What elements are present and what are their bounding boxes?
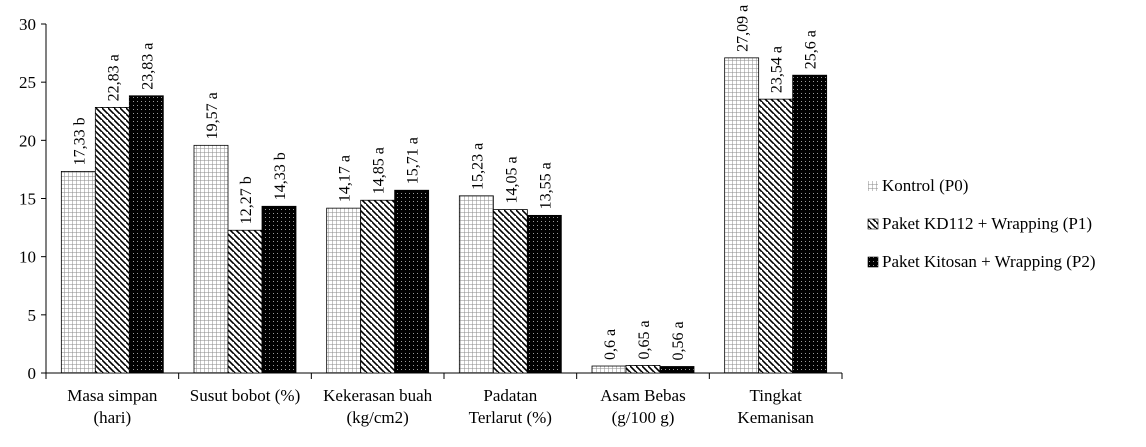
- data-labels: 17,33 b 22,83 a 23,83 a 19,57 a 12,27 b 14,33…: [71, 5, 819, 361]
- data-label: 22,83 a: [105, 54, 122, 101]
- data-label: 14,17 a: [337, 155, 354, 202]
- x-category-label: Susut bobot (%): [190, 386, 301, 405]
- x-category-label: Masa simpan (hari): [67, 386, 158, 427]
- legend-label: Paket Kitosan + Wrapping (P2): [882, 252, 1096, 271]
- y-tick-label: 5: [28, 306, 37, 325]
- bars: [60, 57, 828, 374]
- legend-swatch: [867, 218, 879, 230]
- data-label: 23,54 a: [769, 46, 786, 93]
- data-label: 0,65 a: [636, 320, 653, 359]
- y-tick-label: 20: [19, 131, 36, 150]
- data-label: 23,83 a: [139, 43, 156, 90]
- data-label: 14,85 a: [371, 147, 388, 194]
- x-category-label: Tingkat Kemanisan: [737, 386, 814, 427]
- legend-swatch: [867, 256, 879, 268]
- data-label: 13,55 a: [537, 162, 554, 209]
- bar-diagonal: [227, 229, 263, 374]
- bar-grid: [591, 365, 627, 374]
- bar-diagonal: [492, 209, 528, 374]
- bar-dotted-black: [261, 205, 297, 374]
- bar-diagonal: [625, 365, 661, 374]
- x-category-label: Padatan Terlarut (%): [469, 386, 552, 427]
- data-label: 19,57 a: [204, 92, 221, 139]
- data-label: 14,33 b: [272, 152, 289, 200]
- axes: 0 5 10 15 20 25 30 Masa simpan (hari) Susut bobot…: [19, 15, 843, 427]
- data-label: 17,33 b: [71, 117, 88, 165]
- x-category-label: Asam Bebas (g/100 g): [600, 386, 685, 427]
- bar-grid: [60, 170, 96, 374]
- bar-dotted-black: [128, 95, 164, 374]
- bar-grid: [724, 57, 760, 374]
- bar-dotted-black: [526, 214, 562, 374]
- data-label: 15,23 a: [469, 143, 486, 190]
- data-label: 15,71 a: [405, 137, 422, 184]
- y-tick-label: 15: [19, 190, 36, 209]
- x-category-label: Kekerasan buah (kg/cm2): [323, 386, 433, 427]
- y-tick-label: 10: [19, 248, 36, 267]
- bar-diagonal: [360, 199, 396, 374]
- data-label: 27,09 a: [735, 5, 752, 52]
- bar-diagonal: [94, 107, 130, 374]
- y-tick-label: 30: [19, 15, 36, 34]
- data-label: 0,6 a: [602, 329, 619, 360]
- data-label: 0,56 a: [670, 321, 687, 360]
- legend-label: Paket KD112 + Wrapping (P1): [882, 214, 1092, 233]
- data-label: 25,6 a: [803, 30, 820, 69]
- legend: Kontrol (P0) Paket KD112 + Wrapping (P1) P…: [867, 176, 1096, 271]
- bar-diagonal: [758, 98, 794, 374]
- legend-swatch: [868, 181, 878, 191]
- bar-dotted-black: [659, 366, 695, 374]
- bar-grid: [193, 144, 229, 374]
- bar-grid: [458, 195, 494, 374]
- bar-dotted-black: [394, 189, 430, 374]
- bar-dotted-black: [792, 74, 828, 374]
- data-label: 14,05 a: [503, 156, 520, 203]
- y-tick-label: 25: [19, 73, 36, 92]
- bar-grid: [326, 207, 362, 374]
- y-tick-label: 0: [28, 364, 37, 383]
- data-label: 12,27 b: [238, 176, 255, 224]
- legend-label: Kontrol (P0): [882, 176, 968, 195]
